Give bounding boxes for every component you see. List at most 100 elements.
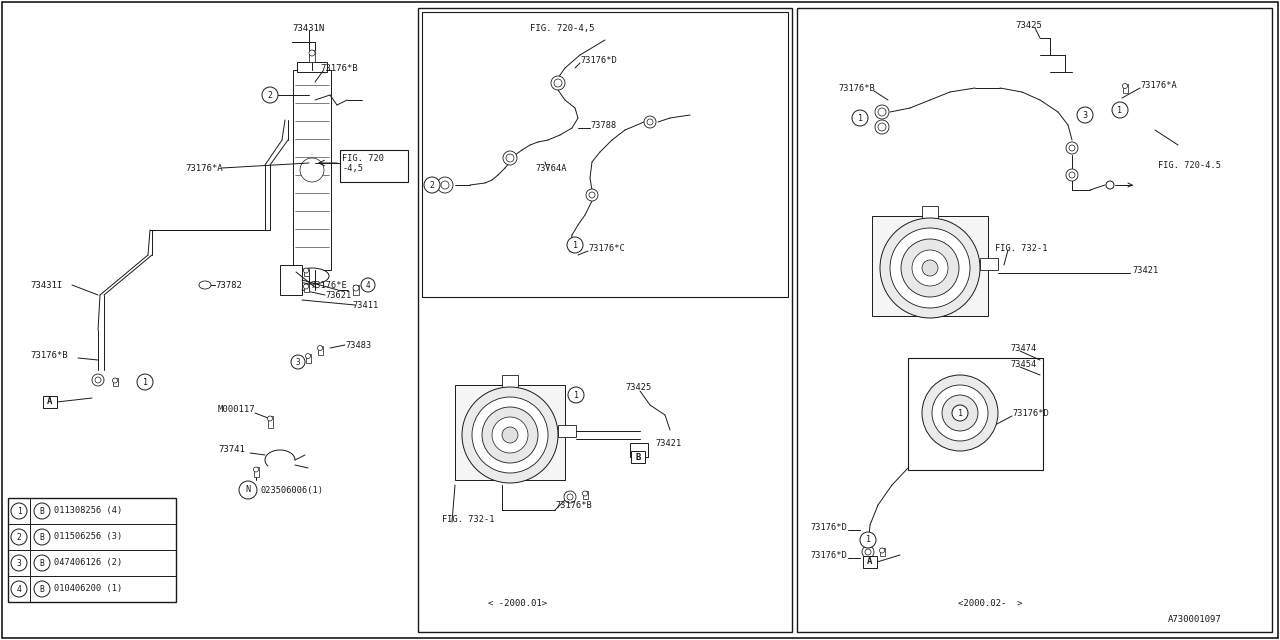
- Circle shape: [932, 385, 988, 441]
- Circle shape: [876, 105, 890, 119]
- Text: 1: 1: [572, 241, 577, 250]
- Circle shape: [586, 189, 598, 201]
- Text: 73425: 73425: [625, 383, 652, 392]
- Text: 73176*A: 73176*A: [186, 163, 223, 173]
- Circle shape: [876, 120, 890, 134]
- Bar: [317, 346, 323, 355]
- Text: 1: 1: [17, 506, 22, 515]
- Text: A730001097: A730001097: [1169, 616, 1221, 625]
- Bar: [908, 358, 1043, 470]
- Text: 73176*E: 73176*E: [310, 280, 347, 289]
- Text: 73741: 73741: [218, 445, 244, 454]
- Text: 4: 4: [17, 584, 22, 593]
- Text: 73176*B: 73176*B: [838, 83, 874, 93]
- Bar: [306, 353, 311, 362]
- Text: 73474: 73474: [1010, 344, 1037, 353]
- Circle shape: [492, 417, 529, 453]
- Circle shape: [861, 546, 874, 558]
- Circle shape: [436, 177, 453, 193]
- Text: N: N: [246, 486, 251, 495]
- Circle shape: [1123, 83, 1128, 88]
- Circle shape: [308, 50, 315, 56]
- Circle shape: [268, 416, 273, 421]
- Text: 2: 2: [268, 90, 273, 99]
- Circle shape: [878, 108, 886, 116]
- Text: 73421: 73421: [655, 438, 681, 447]
- Bar: [8, 498, 177, 602]
- Circle shape: [503, 151, 517, 165]
- Circle shape: [12, 581, 27, 597]
- Circle shape: [860, 532, 876, 548]
- Text: B: B: [40, 559, 45, 568]
- Circle shape: [253, 467, 259, 472]
- Text: 73411: 73411: [352, 301, 379, 310]
- Text: 73764A: 73764A: [535, 163, 567, 173]
- Text: 73621: 73621: [325, 291, 351, 300]
- Circle shape: [502, 427, 518, 443]
- Circle shape: [35, 503, 50, 519]
- Text: FIG. 720-4,5: FIG. 720-4,5: [530, 24, 594, 33]
- Circle shape: [306, 353, 311, 358]
- Circle shape: [483, 407, 538, 463]
- Bar: [293, 70, 332, 270]
- Bar: [297, 62, 326, 72]
- Circle shape: [1069, 145, 1075, 151]
- Bar: [268, 416, 273, 428]
- Circle shape: [567, 237, 582, 253]
- Circle shape: [442, 181, 449, 189]
- Circle shape: [589, 192, 595, 198]
- Bar: [863, 556, 877, 568]
- Circle shape: [137, 374, 154, 390]
- Circle shape: [852, 110, 868, 126]
- Ellipse shape: [198, 281, 211, 289]
- Bar: [631, 451, 645, 463]
- Text: 011506256 (3): 011506256 (3): [54, 532, 123, 541]
- Circle shape: [567, 494, 573, 500]
- Circle shape: [506, 154, 515, 162]
- Circle shape: [1069, 172, 1075, 178]
- Text: 73176*C: 73176*C: [588, 243, 625, 253]
- Text: 1: 1: [858, 113, 863, 122]
- Text: 1: 1: [957, 408, 963, 417]
- Text: 73421: 73421: [1132, 266, 1158, 275]
- Text: B: B: [635, 452, 641, 461]
- Text: 73176*D: 73176*D: [810, 550, 847, 559]
- Text: 3: 3: [1083, 111, 1088, 120]
- Bar: [44, 396, 58, 408]
- Circle shape: [1066, 169, 1078, 181]
- Text: FIG. 732-1: FIG. 732-1: [442, 515, 494, 525]
- Circle shape: [291, 355, 305, 369]
- Circle shape: [564, 491, 576, 503]
- Bar: [308, 50, 315, 62]
- Bar: [630, 443, 648, 457]
- Circle shape: [92, 374, 104, 386]
- Text: 73425: 73425: [1015, 20, 1042, 29]
- Text: FIG. 720-4.5: FIG. 720-4.5: [1158, 161, 1221, 170]
- Text: 2: 2: [17, 532, 22, 541]
- Circle shape: [865, 549, 870, 555]
- Text: B: B: [40, 584, 45, 593]
- Circle shape: [35, 529, 50, 545]
- Circle shape: [901, 239, 959, 297]
- Bar: [980, 258, 998, 270]
- Text: M000117: M000117: [218, 406, 256, 415]
- Text: 1: 1: [573, 390, 579, 399]
- Text: 73454: 73454: [1010, 360, 1037, 369]
- Circle shape: [1112, 102, 1128, 118]
- Text: 73176*B: 73176*B: [556, 500, 591, 509]
- Text: 3: 3: [296, 358, 301, 367]
- Text: 73176*A: 73176*A: [1140, 81, 1176, 90]
- Bar: [303, 268, 308, 276]
- Text: FIG. 732-1: FIG. 732-1: [995, 243, 1047, 253]
- Bar: [922, 206, 938, 220]
- Text: < -2000.01>: < -2000.01>: [488, 600, 547, 609]
- Circle shape: [942, 395, 978, 431]
- Ellipse shape: [294, 268, 329, 284]
- Circle shape: [462, 387, 558, 483]
- Circle shape: [582, 491, 588, 496]
- Circle shape: [922, 375, 998, 451]
- Bar: [303, 284, 308, 292]
- Circle shape: [913, 250, 948, 286]
- Text: 2: 2: [430, 180, 434, 189]
- Circle shape: [1106, 181, 1114, 189]
